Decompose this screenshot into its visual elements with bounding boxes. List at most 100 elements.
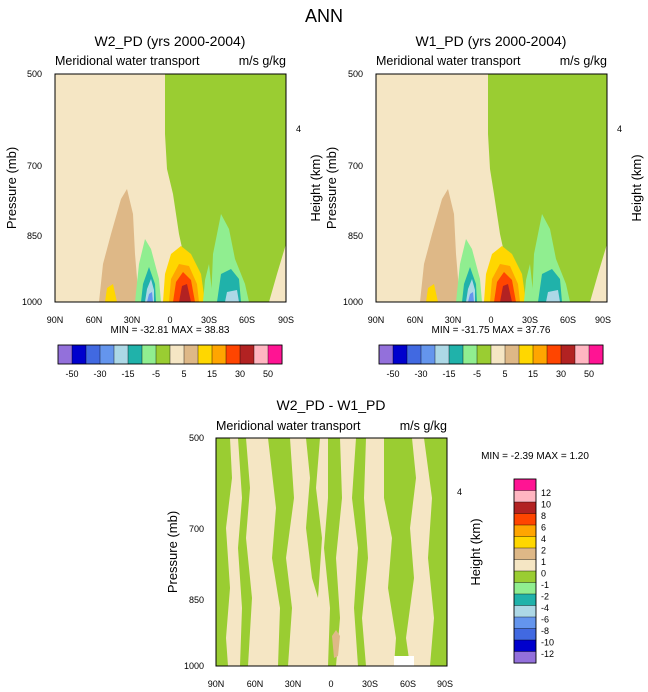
- labelbar-diff-label: 10: [541, 500, 551, 510]
- x-tick: 30S: [201, 315, 217, 325]
- labelbar-diff-label: 2: [541, 546, 546, 556]
- labelbar-swatch: [127, 344, 143, 365]
- panel-w1-itcz-pos30: [500, 284, 512, 302]
- panel-diff-title: W2_PD - W1_PD: [277, 397, 386, 413]
- panel-w1-stats: MIN = -31.75 MAX = 37.76: [432, 325, 551, 336]
- page-title: ANN: [305, 6, 343, 26]
- labelbar-label: -30: [93, 369, 106, 379]
- panel-w1-y-label: Pressure (mb): [324, 147, 339, 229]
- panel-w1-subtitle-left: Meridional water transport: [376, 54, 521, 68]
- labelbar-swatch: [211, 344, 227, 365]
- labelbar-label: 5: [502, 369, 507, 379]
- labelbar-swatch: [99, 344, 115, 365]
- panel-w1-title: W1_PD (yrs 2000-2004): [416, 33, 567, 49]
- labelbar-diff-label: -6: [541, 615, 549, 625]
- panel-w1-sh-mid-lat-neg15: [546, 290, 560, 302]
- labelbar-swatch: [513, 639, 537, 653]
- diff-band: [216, 438, 232, 666]
- panel-diff-plot: [215, 437, 448, 667]
- y-tick: 1000: [343, 297, 363, 307]
- x-tick: 60S: [239, 315, 255, 325]
- diff-blank: [394, 656, 414, 666]
- labelbar-swatch: [513, 547, 537, 561]
- panel-diff-right-tick: 4: [457, 487, 462, 497]
- labelbar-diff-label: -4: [541, 603, 549, 613]
- labelbar-w1-frame: [378, 344, 604, 365]
- panel-diff-x-ticks: 90N 60N 30N 0 30S 60S 90S: [208, 679, 453, 689]
- labelbar-swatch: [504, 344, 520, 365]
- y-tick: 850: [348, 231, 363, 241]
- labelbar-swatch: [560, 344, 576, 365]
- x-tick: 60N: [86, 315, 103, 325]
- panel-w2-hadley-left-neg30: [147, 292, 153, 302]
- labelbar-swatch: [113, 344, 129, 365]
- panel-diff-subtitle-right: m/s g/kg: [400, 419, 447, 433]
- panel-w1-x-ticks: 90N 60N 30N 0 30S 60S 90S: [368, 315, 611, 325]
- panel-diff-stats: MIN = -2.39 MAX = 1.20: [481, 451, 589, 462]
- x-tick: 60S: [400, 679, 416, 689]
- labelbar-swatch: [197, 344, 213, 365]
- panel-w2-right-tick: 4: [296, 124, 301, 134]
- x-tick: 90N: [368, 315, 385, 325]
- x-tick: 30N: [124, 315, 141, 325]
- diff-band: [324, 438, 342, 666]
- labelbar-swatch: [513, 651, 537, 664]
- panel-w2-x-ticks: 90N 60N 30N 0 30S 60S 90S: [47, 315, 294, 325]
- labelbar-label: 50: [263, 369, 273, 379]
- labelbar-diff-label: -2: [541, 592, 549, 602]
- panel-w1-y-label-right: Height (km): [629, 154, 644, 221]
- labelbar-swatch: [574, 344, 590, 365]
- panel-w1: W1_PD (yrs 2000-2004) Meridional water t…: [324, 33, 644, 336]
- labelbar-swatch: [420, 344, 436, 365]
- panel-w2-plot: [54, 73, 287, 303]
- labelbar-swatch: [462, 344, 478, 365]
- x-tick: 90S: [278, 315, 294, 325]
- labelbar-swatch: [588, 344, 604, 365]
- labelbar-w2: -50 -30 -15 -5 5 15 30 50: [57, 344, 283, 379]
- labelbar-label: -15: [442, 369, 455, 379]
- panel-w2-frame: [54, 73, 287, 303]
- labelbar-swatch: [513, 605, 537, 618]
- panel-diff: W2_PD - W1_PD Meridional water transport…: [165, 397, 589, 689]
- labelbar-w1: -50 -30 -15 -5 5 15 30 50: [378, 344, 604, 379]
- panel-w2-y-label: Pressure (mb): [4, 147, 19, 229]
- labelbar-label: -5: [152, 369, 160, 379]
- panel-diff-y-ticks: 500 700 850 1000: [184, 433, 204, 671]
- labelbar-label: 5: [181, 369, 186, 379]
- y-tick: 850: [189, 595, 204, 605]
- labelbar-label: -5: [473, 369, 481, 379]
- diff-spot: [332, 630, 340, 658]
- diff-band: [268, 438, 294, 666]
- labelbar-swatch: [532, 344, 548, 365]
- x-tick: 90N: [208, 679, 225, 689]
- panel-w1-y-ticks: 500 700 850 1000: [343, 69, 363, 307]
- labelbar-diff-label: -10: [541, 638, 554, 648]
- panel-w2-sh-mid-lat-neg15: [225, 290, 239, 302]
- y-tick: 850: [27, 231, 42, 241]
- panel-w1-right-tick: 4: [617, 124, 622, 134]
- labelbar-diff-label: 8: [541, 511, 546, 521]
- x-tick: 0: [488, 315, 493, 325]
- panel-diff-y-label: Pressure (mb): [165, 511, 180, 593]
- labelbar-swatch: [253, 344, 269, 365]
- x-tick: 0: [167, 315, 172, 325]
- labelbar-swatch: [513, 559, 537, 572]
- panel-w2-sh-trop-neg5: [203, 264, 213, 302]
- labelbar-swatch: [513, 570, 537, 584]
- labelbar-diff-label: 6: [541, 523, 546, 533]
- x-tick: 60S: [560, 315, 576, 325]
- labelbar-label: -50: [65, 369, 78, 379]
- diff-band: [384, 438, 416, 666]
- x-tick: 90N: [47, 315, 64, 325]
- labelbar-diff-label: 4: [541, 534, 546, 544]
- diff-band: [238, 438, 252, 666]
- labelbar-diff-label: -1: [541, 580, 549, 590]
- labelbar-swatch: [225, 344, 241, 365]
- labelbar-swatch: [267, 344, 283, 365]
- y-tick: 700: [348, 161, 363, 171]
- labelbar-swatch: [155, 344, 171, 365]
- labelbar-swatch: [513, 513, 537, 526]
- labelbar-swatch: [57, 344, 73, 365]
- labelbar-swatch: [392, 344, 408, 365]
- labelbar-diff-label: 12: [541, 488, 551, 498]
